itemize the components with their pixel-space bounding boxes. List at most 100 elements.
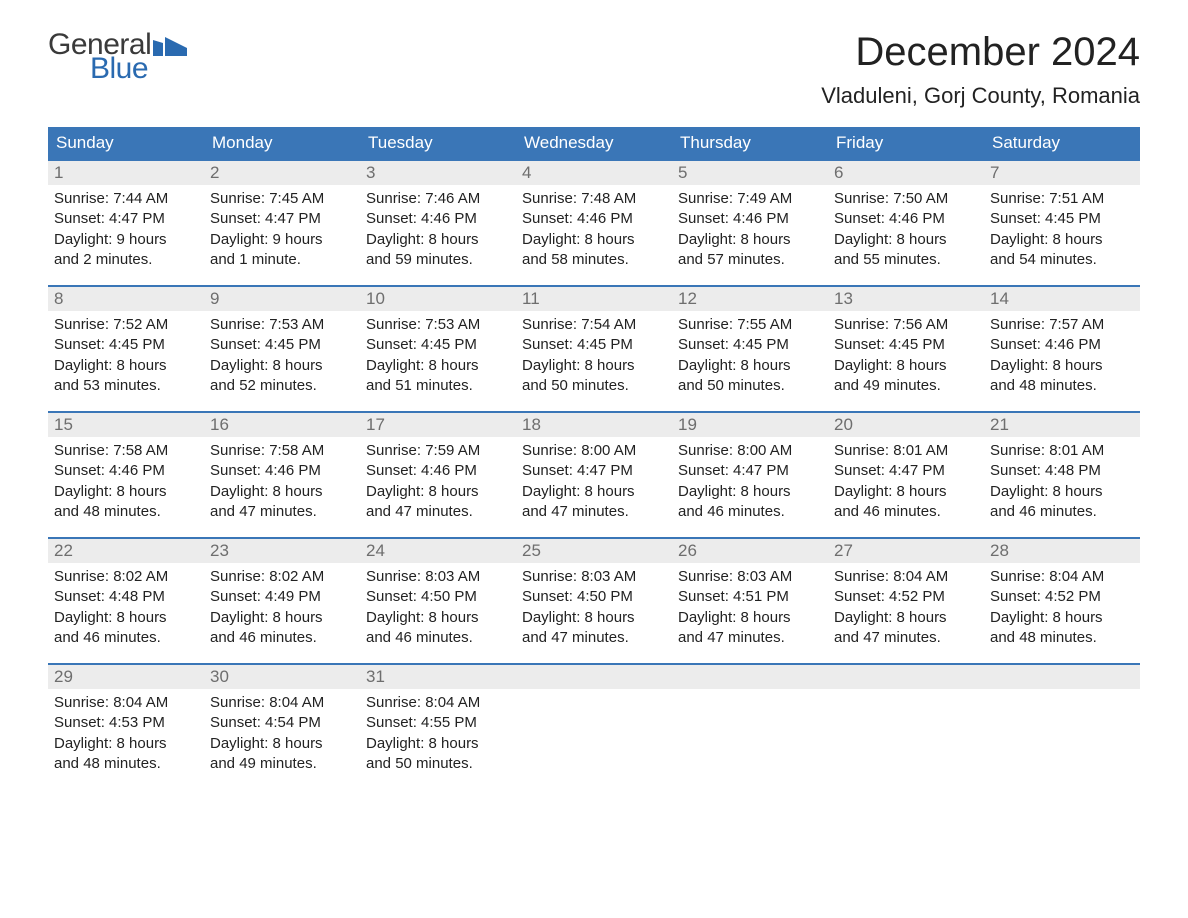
day-cell: 15Sunrise: 7:58 AMSunset: 4:46 PMDayligh… [48,413,204,538]
daylight-line1: Daylight: 9 hours [210,230,354,250]
sunrise-text: Sunrise: 8:04 AM [210,693,354,713]
sunrise-text: Sunrise: 8:01 AM [990,441,1134,461]
daylight-line2: and 54 minutes. [990,250,1134,270]
day-details: Sunrise: 7:51 AMSunset: 4:45 PMDaylight:… [984,185,1140,270]
sunset-text: Sunset: 4:46 PM [366,461,510,481]
day-number: 17 [360,413,516,437]
day-details: Sunrise: 8:02 AMSunset: 4:49 PMDaylight:… [204,563,360,648]
day-cell: 27Sunrise: 8:04 AMSunset: 4:52 PMDayligh… [828,539,984,664]
week-row: 29Sunrise: 8:04 AMSunset: 4:53 PMDayligh… [48,665,1140,789]
day-cell: 29Sunrise: 8:04 AMSunset: 4:53 PMDayligh… [48,665,204,789]
daylight-line2: and 49 minutes. [210,754,354,774]
daylight-line1: Daylight: 8 hours [990,230,1134,250]
day-cell: 19Sunrise: 8:00 AMSunset: 4:47 PMDayligh… [672,413,828,538]
day-number: 1 [48,161,204,185]
daylight-line1: Daylight: 8 hours [990,482,1134,502]
day-number: 19 [672,413,828,437]
day-cell: 21Sunrise: 8:01 AMSunset: 4:48 PMDayligh… [984,413,1140,538]
sunset-text: Sunset: 4:47 PM [522,461,666,481]
day-cell: 30Sunrise: 8:04 AMSunset: 4:54 PMDayligh… [204,665,360,789]
daylight-line1: Daylight: 8 hours [834,230,978,250]
daylight-line1: Daylight: 9 hours [54,230,198,250]
sunset-text: Sunset: 4:52 PM [834,587,978,607]
day-details: Sunrise: 8:04 AMSunset: 4:53 PMDaylight:… [48,689,204,774]
day-cell [672,665,828,789]
sunset-text: Sunset: 4:47 PM [678,461,822,481]
sunset-text: Sunset: 4:51 PM [678,587,822,607]
daylight-line2: and 46 minutes. [990,502,1134,522]
daylight-line2: and 59 minutes. [366,250,510,270]
day-number: 27 [828,539,984,563]
daylight-line1: Daylight: 8 hours [366,230,510,250]
day-cell: 20Sunrise: 8:01 AMSunset: 4:47 PMDayligh… [828,413,984,538]
daylight-line1: Daylight: 8 hours [678,608,822,628]
day-cell: 2Sunrise: 7:45 AMSunset: 4:47 PMDaylight… [204,161,360,286]
day-cell: 18Sunrise: 8:00 AMSunset: 4:47 PMDayligh… [516,413,672,538]
daylight-line2: and 50 minutes. [678,376,822,396]
empty-day [516,665,672,689]
calendar-header-row: SundayMondayTuesdayWednesdayThursdayFrid… [48,127,1140,160]
day-cell: 4Sunrise: 7:48 AMSunset: 4:46 PMDaylight… [516,161,672,286]
day-number: 29 [48,665,204,689]
daylight-line2: and 46 minutes. [210,628,354,648]
day-details: Sunrise: 7:56 AMSunset: 4:45 PMDaylight:… [828,311,984,396]
sunrise-text: Sunrise: 7:55 AM [678,315,822,335]
sunset-text: Sunset: 4:46 PM [990,335,1134,355]
sunrise-text: Sunrise: 8:03 AM [366,567,510,587]
day-number: 28 [984,539,1140,563]
daylight-line1: Daylight: 8 hours [54,356,198,376]
sunrise-text: Sunrise: 7:50 AM [834,189,978,209]
daylight-line2: and 50 minutes. [366,754,510,774]
logo-word-2: Blue [90,54,187,84]
daylight-line2: and 58 minutes. [522,250,666,270]
day-number: 30 [204,665,360,689]
day-cell: 12Sunrise: 7:55 AMSunset: 4:45 PMDayligh… [672,287,828,412]
day-number: 2 [204,161,360,185]
day-header: Sunday [48,127,204,160]
sunset-text: Sunset: 4:45 PM [366,335,510,355]
day-header: Tuesday [360,127,516,160]
sunrise-text: Sunrise: 8:02 AM [54,567,198,587]
calendar-table: SundayMondayTuesdayWednesdayThursdayFrid… [48,127,1140,789]
day-details: Sunrise: 8:02 AMSunset: 4:48 PMDaylight:… [48,563,204,648]
sunrise-text: Sunrise: 7:53 AM [210,315,354,335]
daylight-line1: Daylight: 8 hours [834,608,978,628]
sunset-text: Sunset: 4:50 PM [522,587,666,607]
day-details: Sunrise: 7:45 AMSunset: 4:47 PMDaylight:… [204,185,360,270]
day-number: 16 [204,413,360,437]
daylight-line2: and 2 minutes. [54,250,198,270]
sunset-text: Sunset: 4:47 PM [834,461,978,481]
day-cell: 3Sunrise: 7:46 AMSunset: 4:46 PMDaylight… [360,161,516,286]
sunrise-text: Sunrise: 7:57 AM [990,315,1134,335]
week-row: 15Sunrise: 7:58 AMSunset: 4:46 PMDayligh… [48,413,1140,538]
day-details: Sunrise: 7:53 AMSunset: 4:45 PMDaylight:… [360,311,516,396]
day-cell: 10Sunrise: 7:53 AMSunset: 4:45 PMDayligh… [360,287,516,412]
day-number: 24 [360,539,516,563]
daylight-line2: and 50 minutes. [522,376,666,396]
day-details: Sunrise: 7:58 AMSunset: 4:46 PMDaylight:… [204,437,360,522]
day-cell: 8Sunrise: 7:52 AMSunset: 4:45 PMDaylight… [48,287,204,412]
daylight-line1: Daylight: 8 hours [366,482,510,502]
daylight-line1: Daylight: 8 hours [522,608,666,628]
sunrise-text: Sunrise: 8:02 AM [210,567,354,587]
day-number: 9 [204,287,360,311]
day-cell: 5Sunrise: 7:49 AMSunset: 4:46 PMDaylight… [672,161,828,286]
day-number: 13 [828,287,984,311]
sunrise-text: Sunrise: 7:44 AM [54,189,198,209]
daylight-line2: and 46 minutes. [54,628,198,648]
day-cell: 16Sunrise: 7:58 AMSunset: 4:46 PMDayligh… [204,413,360,538]
daylight-line1: Daylight: 8 hours [678,230,822,250]
daylight-line1: Daylight: 8 hours [834,356,978,376]
daylight-line1: Daylight: 8 hours [522,356,666,376]
sunset-text: Sunset: 4:48 PM [54,587,198,607]
day-number: 6 [828,161,984,185]
day-cell [984,665,1140,789]
daylight-line2: and 49 minutes. [834,376,978,396]
daylight-line1: Daylight: 8 hours [210,356,354,376]
day-cell: 14Sunrise: 7:57 AMSunset: 4:46 PMDayligh… [984,287,1140,412]
day-details: Sunrise: 7:49 AMSunset: 4:46 PMDaylight:… [672,185,828,270]
day-details: Sunrise: 8:00 AMSunset: 4:47 PMDaylight:… [672,437,828,522]
sunset-text: Sunset: 4:45 PM [54,335,198,355]
sunrise-text: Sunrise: 7:54 AM [522,315,666,335]
day-details: Sunrise: 7:53 AMSunset: 4:45 PMDaylight:… [204,311,360,396]
